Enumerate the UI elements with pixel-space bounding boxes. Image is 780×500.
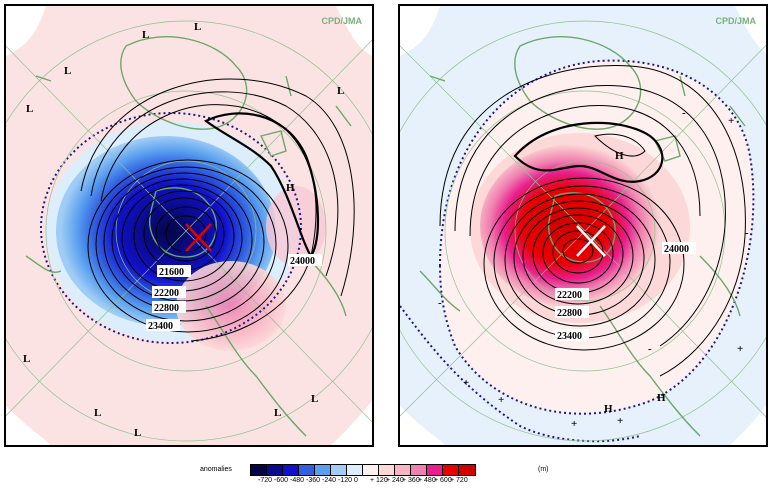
high-label: H xyxy=(286,182,295,194)
low-label: L xyxy=(134,427,141,439)
pole-marker xyxy=(185,223,212,252)
zero-anomaly-contour xyxy=(438,59,755,415)
svg-text:22800: 22800 xyxy=(557,308,582,319)
legend-swatch xyxy=(283,465,299,475)
low-label: L xyxy=(94,407,101,419)
polar-map-right: 22200 22800 23400 24000 H H H - - - - xyxy=(400,6,766,445)
low-label: L xyxy=(64,65,71,77)
plus-sign: + xyxy=(498,394,504,406)
svg-text:21600: 21600 xyxy=(159,267,184,278)
polar-map-left: 21600 22200 22800 23400 24000 L L L L xyxy=(6,6,372,445)
high-label: H xyxy=(615,150,624,162)
plus-sign: + xyxy=(737,343,743,355)
low-label: L xyxy=(274,407,281,419)
legend-tick-label: -240 xyxy=(322,477,337,484)
minus-sign: - xyxy=(648,343,652,355)
low-label: L xyxy=(23,353,30,365)
legend-tick-label: -360 xyxy=(306,477,321,484)
contour-label: 23400 xyxy=(555,329,589,342)
svg-text:23400: 23400 xyxy=(557,331,582,342)
legend-swatch xyxy=(459,465,475,475)
credit-label: CPD/JMA xyxy=(321,16,362,26)
low-label: L xyxy=(142,29,149,41)
legend-swatch xyxy=(395,465,411,475)
low-label: L xyxy=(337,85,344,97)
contour-label: 22200 xyxy=(555,288,589,301)
pole-marker xyxy=(576,225,606,257)
legend-tick-label: 0 xyxy=(354,477,358,484)
legend-tick-label: -720 xyxy=(258,477,273,484)
legend-swatch xyxy=(267,465,283,475)
plus-sign: + xyxy=(728,115,734,127)
minus-sign: - xyxy=(682,107,686,119)
credit-label: CPD/JMA xyxy=(715,16,756,26)
svg-text:22800: 22800 xyxy=(154,303,179,314)
legend-tick-label: -600 xyxy=(274,477,289,484)
svg-text:23400: 23400 xyxy=(148,321,173,332)
contour-label: 24000 xyxy=(662,242,696,255)
legend-swatch xyxy=(411,465,427,475)
map-panel-left: 21600 22200 22800 23400 24000 L L L L xyxy=(4,4,374,447)
svg-text:22200: 22200 xyxy=(154,288,179,299)
minus-sign: - xyxy=(745,227,749,239)
low-label: L xyxy=(311,393,318,405)
legend-tick-label: + 120 xyxy=(370,477,388,484)
plus-sign: + xyxy=(571,418,577,430)
contour-label: 24000 xyxy=(288,254,322,267)
zero-anomaly-contour xyxy=(40,112,302,344)
color-legend: anomalies (m) -720 -600 -480 -360 -240 -120 0 +… xyxy=(200,462,760,492)
low-label: L xyxy=(194,21,201,33)
map-panel-right: 22200 22800 23400 24000 H H H - - - - xyxy=(398,4,768,447)
legend-swatch xyxy=(363,465,379,475)
legend-swatch xyxy=(299,465,315,475)
legend-colorbar xyxy=(250,464,476,476)
high-label: H xyxy=(604,403,613,415)
legend-tick-label: + 360 xyxy=(402,477,420,484)
svg-text:24000: 24000 xyxy=(664,244,689,255)
contour-label: 23400 xyxy=(146,319,180,332)
legend-tick-label: -480 xyxy=(290,477,305,484)
legend-tick-label: + 480 xyxy=(418,477,436,484)
legend-tick-label: -120 xyxy=(338,477,353,484)
contour-label: 21600 xyxy=(157,265,191,278)
legend-swatch xyxy=(427,465,443,475)
legend-tick-label: + 720 xyxy=(450,477,468,484)
legend-swatch xyxy=(251,465,267,475)
legend-tick-label: + 600 xyxy=(434,477,452,484)
high-label: H xyxy=(657,392,666,404)
low-label: L xyxy=(26,103,33,115)
legend-title: anomalies xyxy=(200,466,232,473)
contour-label: 22800 xyxy=(555,306,589,319)
positive-anomaly-lobe xyxy=(176,261,286,351)
legend-swatch xyxy=(347,465,363,475)
svg-text:22200: 22200 xyxy=(557,290,582,301)
plus-sign: + xyxy=(617,415,623,427)
contour-label: 22200 xyxy=(152,286,186,299)
coastlines xyxy=(419,36,746,437)
plus-sign: + xyxy=(463,377,469,389)
contour-label: 22800 xyxy=(152,301,186,314)
legend-units: (m) xyxy=(538,466,549,473)
height-contours xyxy=(80,78,355,342)
legend-tick-label: + 240 xyxy=(386,477,404,484)
svg-text:24000: 24000 xyxy=(290,256,315,267)
minus-sign: - xyxy=(438,297,442,309)
legend-swatch xyxy=(331,465,347,475)
legend-swatch xyxy=(443,465,459,475)
legend-swatch xyxy=(315,465,331,475)
legend-swatch xyxy=(379,465,395,475)
